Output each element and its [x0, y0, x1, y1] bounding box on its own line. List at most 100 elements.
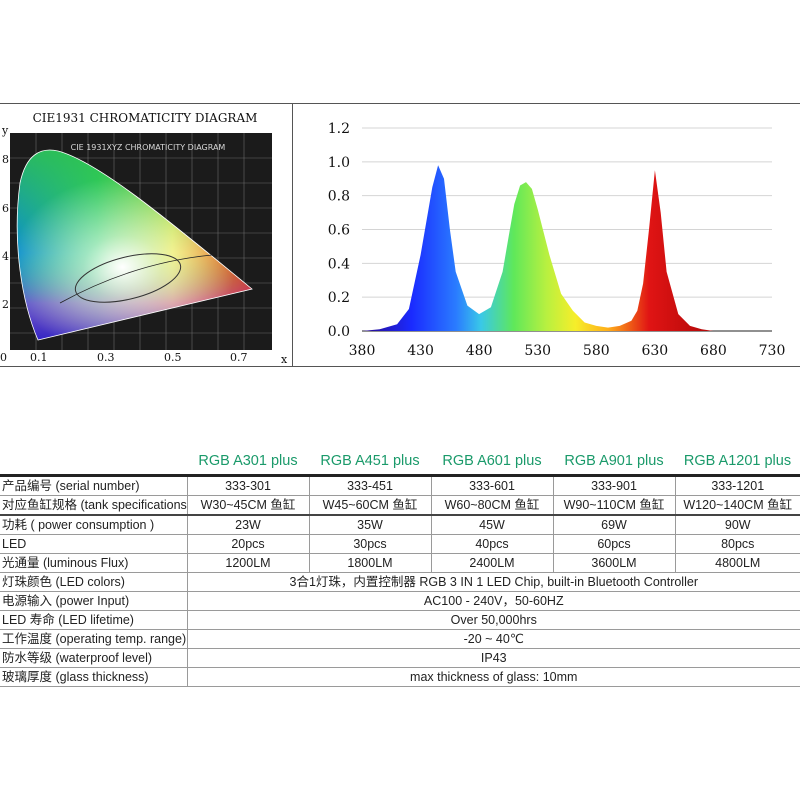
cie-y-tick: 4 — [2, 250, 9, 263]
table-row: 工作温度 (operating temp. range) -20 ~ 40℃ — [0, 629, 800, 649]
cie-white-region — [74, 253, 182, 303]
cell: 2400LM — [431, 553, 554, 573]
cell: 35W — [309, 515, 432, 535]
spectrum-series — [362, 165, 772, 331]
cie-y-tick: 8 — [2, 153, 9, 166]
cie-planckian-locus — [59, 254, 213, 304]
y-tick-label: 0.6 — [328, 223, 350, 239]
model-header: RGB A601 plus — [442, 453, 542, 469]
x-tick-label: 380 — [349, 343, 376, 359]
model-header: RGB A901 plus — [564, 453, 664, 469]
x-tick-label: 430 — [407, 343, 434, 359]
cie-x-tick: 0.3 — [97, 351, 115, 364]
table-row: 功耗 ( power consumption ) 23W 35W 45W 69W… — [0, 515, 800, 535]
cell: 45W — [431, 515, 554, 535]
cie-chromaticity-diagram: CIE1931 CHROMATICITY DIAGRAM y CIE 1931X… — [0, 111, 288, 366]
cie-x-tick: 0.1 — [30, 351, 48, 364]
x-tick-label: 630 — [641, 343, 668, 359]
cell: 333-901 — [553, 474, 676, 496]
row-label: LED — [0, 534, 188, 554]
cell: 20pcs — [187, 534, 310, 554]
cell: 333-301 — [187, 474, 310, 496]
row-label: 灯珠颜色 (LED colors) — [0, 572, 188, 592]
cell: W60~80CM 鱼缸 — [431, 495, 554, 516]
cell: W45~60CM 鱼缸 — [309, 495, 432, 516]
table-row: 玻璃厚度 (glass thickness) max thickness of … — [0, 667, 800, 687]
x-tick-label: 480 — [466, 343, 493, 359]
table-row: 光通量 (luminous Flux) 1200LM 1800LM 2400LM… — [0, 553, 800, 573]
cell: 333-1201 — [675, 474, 800, 496]
frame-bottom — [0, 366, 800, 367]
y-tick-label: 1.2 — [328, 121, 350, 137]
y-tick-label: 0.0 — [328, 324, 350, 340]
specification-table: RGB A301 plus RGB A451 plus RGB A601 plu… — [0, 448, 800, 687]
table-row: 对应鱼缸规格 (tank specifications) W30~45CM 鱼缸… — [0, 495, 800, 516]
cell: W120~140CM 鱼缸 — [675, 495, 800, 516]
row-label: 对应鱼缸规格 (tank specifications) — [0, 495, 188, 516]
cie-y-tick: 2 — [2, 298, 9, 311]
table-corner — [0, 448, 187, 476]
table-row: LED 20pcs 30pcs 40pcs 60pcs 80pcs — [0, 534, 800, 554]
frame-top — [0, 103, 800, 104]
spectrum-axes: 0.0 0.2 0.4 0.6 0.8 1.0 1.2 380 430 480 530 580 630 6… — [328, 121, 786, 359]
cell: 80pcs — [675, 534, 800, 554]
cell: 333-451 — [309, 474, 432, 496]
cell: 1800LM — [309, 553, 432, 573]
cell: 4800LM — [675, 553, 800, 573]
row-label: 防水等级 (waterproof level) — [0, 648, 188, 668]
cell-span: Over 50,000hrs — [187, 610, 800, 630]
model-header: RGB A301 plus — [198, 453, 298, 469]
cell: 3600LM — [553, 553, 676, 573]
y-tick-label: 0.4 — [328, 256, 350, 272]
y-tick-label: 0.2 — [328, 290, 350, 306]
charts-panel: CIE1931 CHROMATICITY DIAGRAM y CIE 1931X… — [0, 103, 800, 367]
y-tick-label: 0.8 — [328, 189, 350, 205]
cell-span: 3合1灯珠，内置控制器 RGB 3 IN 1 LED Chip, built-i… — [187, 572, 800, 592]
cie-x-tick: 0.5 — [164, 351, 182, 364]
cell: 333-601 — [431, 474, 554, 496]
x-tick-label: 580 — [583, 343, 610, 359]
cie-title: CIE1931 CHROMATICITY DIAGRAM — [33, 111, 258, 125]
row-label: 光通量 (luminous Flux) — [0, 553, 188, 573]
cell-span: AC100 - 240V，50-60HZ — [187, 591, 800, 611]
cell-span: max thickness of glass: 10mm — [187, 667, 800, 687]
cie-y-tick: 6 — [2, 202, 9, 215]
cie-x-label: x — [281, 353, 288, 366]
row-label: 电源输入 (power Input) — [0, 591, 188, 611]
spectrum-area — [362, 165, 772, 331]
row-label: 工作温度 (operating temp. range) — [0, 629, 188, 649]
cell: 30pcs — [309, 534, 432, 554]
cell: 40pcs — [431, 534, 554, 554]
cell: W90~110CM 鱼缸 — [553, 495, 676, 516]
table-row: LED 寿命 (LED lifetime) Over 50,000hrs — [0, 610, 800, 630]
cie-x-tick: 0 — [0, 351, 7, 364]
row-label: 玻璃厚度 (glass thickness) — [0, 667, 188, 687]
cie-y-label: y — [1, 124, 9, 137]
row-label: 产品编号 (serial number) — [0, 474, 188, 496]
model-header: RGB A451 plus — [320, 453, 420, 469]
row-label: 功耗 ( power consumption ) — [0, 515, 188, 535]
cie-spectral-locus — [16, 149, 253, 341]
model-header: RGB A1201 plus — [683, 453, 792, 469]
table-row: 产品编号 (serial number) 333-301 333-451 333… — [0, 474, 800, 496]
cell-span: -20 ~ 40℃ — [187, 629, 800, 649]
cell: 23W — [187, 515, 310, 535]
cell: 1200LM — [187, 553, 310, 573]
cie-inner-title: CIE 1931XYZ CHROMATICITY DIAGRAM — [71, 143, 226, 152]
cell: 69W — [553, 515, 676, 535]
table-row: 防水等级 (waterproof level) IP43 — [0, 648, 800, 668]
spectrum-chart: 0.0 0.2 0.4 0.6 0.8 1.0 1.2 380 430 480 530 580 630 6… — [328, 121, 786, 359]
table-row: 电源输入 (power Input) AC100 - 240V，50-60HZ — [0, 591, 800, 611]
frame-divider — [292, 103, 293, 367]
cie-x-tick: 0.7 — [230, 351, 248, 364]
table-row: 灯珠颜色 (LED colors) 3合1灯珠，内置控制器 RGB 3 IN 1… — [0, 572, 800, 592]
x-tick-label: 530 — [524, 343, 551, 359]
cell: 90W — [675, 515, 800, 535]
row-label: LED 寿命 (LED lifetime) — [0, 610, 188, 630]
x-tick-label: 730 — [759, 343, 786, 359]
y-tick-label: 1.0 — [328, 155, 350, 171]
x-tick-label: 680 — [700, 343, 727, 359]
cell: W30~45CM 鱼缸 — [187, 495, 310, 516]
cell: 60pcs — [553, 534, 676, 554]
cell-span: IP43 — [187, 648, 800, 668]
